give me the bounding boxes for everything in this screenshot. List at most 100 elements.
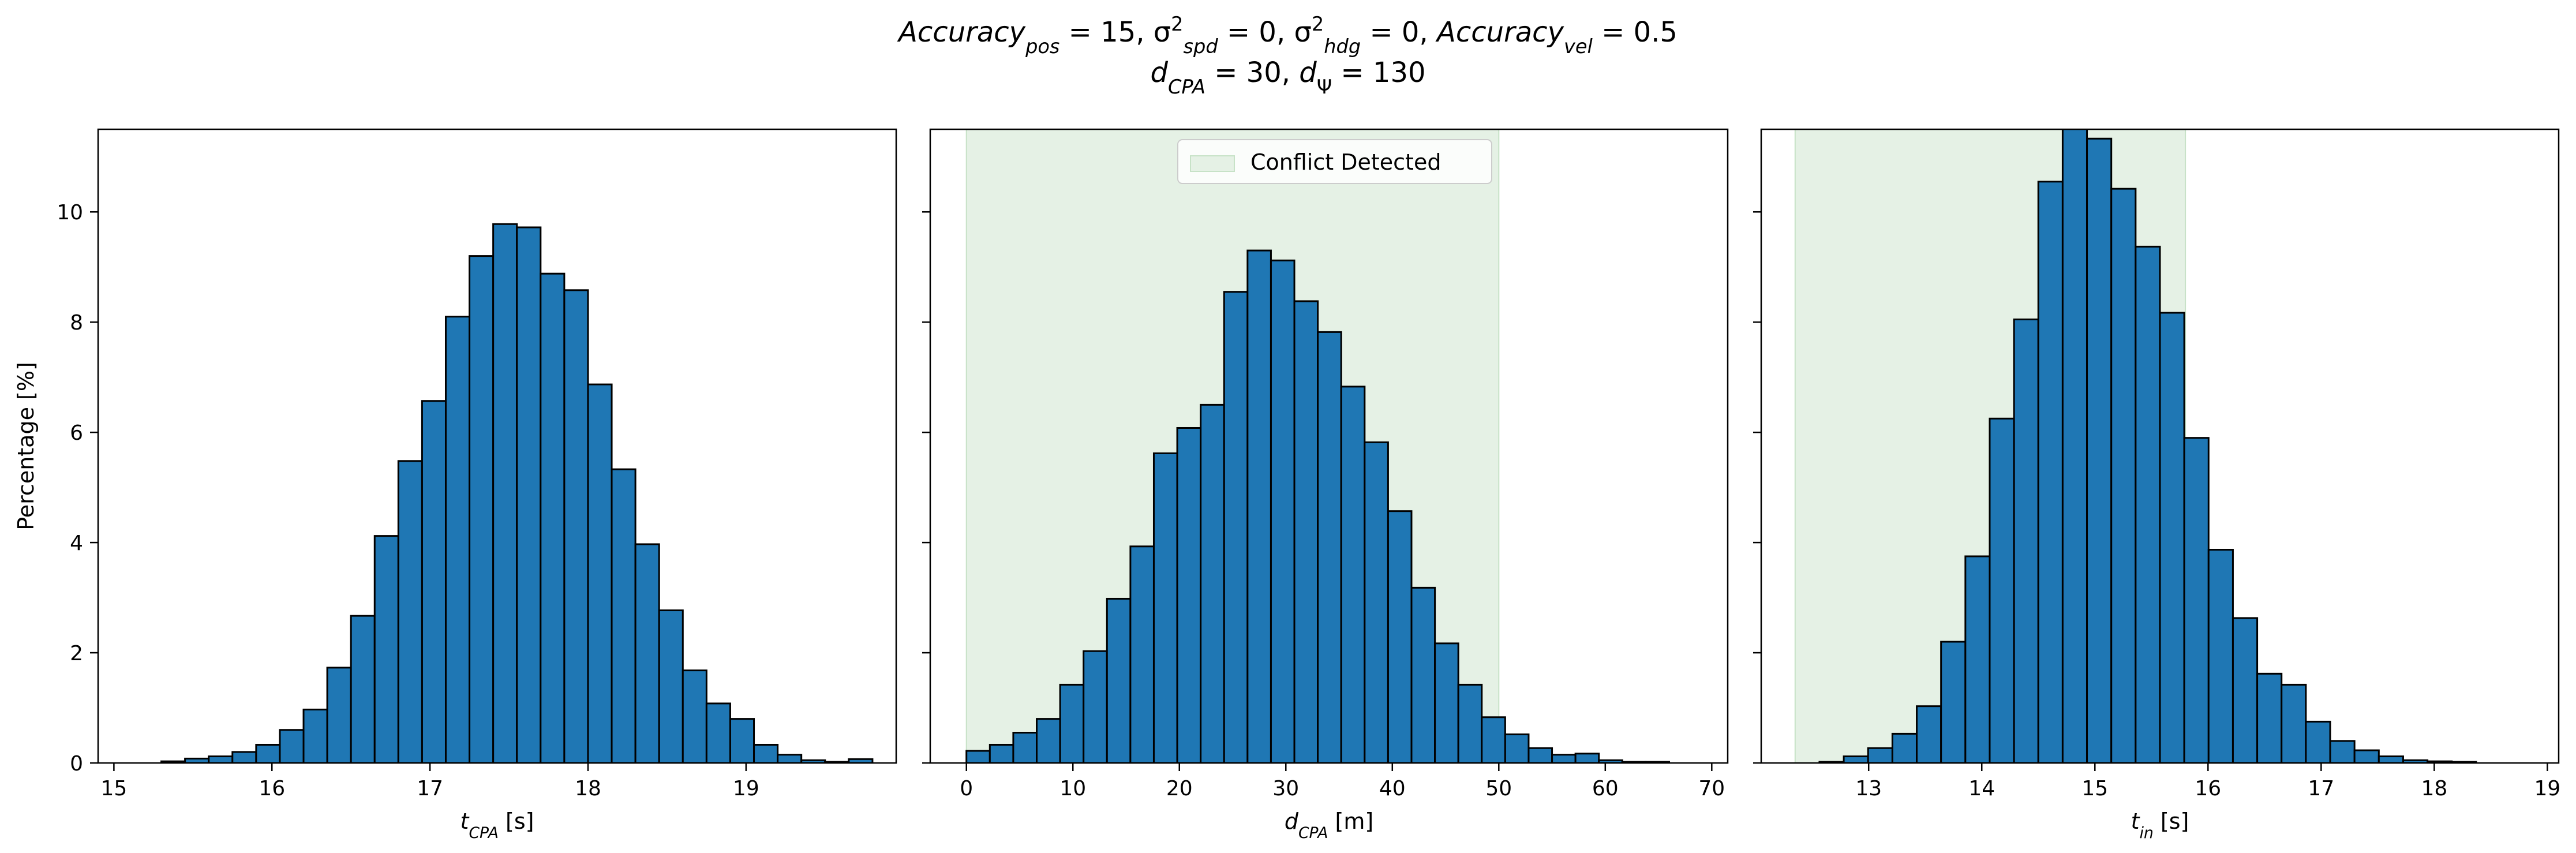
plot-area	[160, 223, 874, 763]
histogram-bar	[965, 750, 991, 763]
histogram-bar	[2183, 437, 2210, 763]
histogram-bar	[2305, 720, 2331, 763]
histogram-bar	[1527, 747, 1553, 763]
histogram-bar	[1036, 718, 1061, 763]
figure-title-line1: Accuracypos = 15, σ2spd = 0, σ2hdg = 0, …	[897, 13, 1678, 58]
x-tick-label: 14	[1968, 777, 1995, 800]
x-tick-label: 0	[960, 777, 973, 800]
histogram-bar	[1200, 403, 1225, 763]
x-tick-label: 15	[2081, 777, 2108, 800]
histogram-bar	[2159, 312, 2185, 763]
figure-title-line2: dCPA = 30, dΨ = 130	[1150, 57, 1425, 98]
histogram-bar	[587, 383, 613, 763]
panel-t-in-histogram: 13 14 15 16 17 18 19 tin [s]	[1753, 128, 2560, 842]
histogram-bar	[2037, 181, 2064, 763]
x-tick-label: 18	[2421, 777, 2447, 800]
histogram-bar	[634, 543, 660, 763]
x-axis-label: dCPA [m]	[1285, 809, 1373, 842]
histogram-bar	[2135, 245, 2161, 763]
histogram-bar	[1551, 754, 1577, 763]
histogram-bar	[2353, 749, 2380, 763]
histogram-bar	[611, 468, 636, 763]
histogram-bar	[231, 751, 257, 763]
histogram-bar	[777, 754, 803, 763]
histogram-bar	[1434, 642, 1459, 763]
plot-area	[965, 129, 1671, 763]
histogram-bar	[302, 708, 328, 763]
histogram-bar	[1867, 747, 1893, 763]
histogram-bar	[1481, 716, 1506, 763]
axes-frame	[97, 128, 897, 764]
histogram-bar	[540, 272, 566, 763]
histogram-bar	[705, 702, 731, 763]
x-tick-label: 17	[417, 777, 443, 800]
histogram-bar	[373, 535, 399, 763]
x-tick-label: 50	[1485, 777, 1512, 800]
histogram-bar	[2377, 755, 2404, 763]
x-tick-label: 70	[1698, 777, 1725, 800]
histogram-bar	[2086, 137, 2113, 763]
x-tick-label: 15	[100, 777, 127, 800]
x-tick-label: 17	[2308, 777, 2334, 800]
histogram-bar	[563, 289, 589, 763]
histogram-bar	[1916, 705, 1942, 763]
histogram-bar	[1293, 300, 1319, 763]
histogram-bar	[1364, 441, 1389, 763]
histogram-bar	[2207, 548, 2234, 763]
y-tick-label: 0	[70, 752, 83, 776]
legend-box	[1177, 139, 1492, 184]
histogram-bar	[1387, 510, 1413, 763]
x-tick-label: 10	[1059, 777, 1086, 800]
histogram-bar	[1129, 545, 1155, 763]
histogram-bar	[1083, 650, 1108, 763]
histogram-bar	[1106, 597, 1132, 763]
y-axis-label: Percentage [%]	[13, 362, 39, 530]
histogram-bar	[492, 223, 518, 763]
histogram-bar	[1176, 426, 1202, 763]
histogram-bar	[397, 460, 423, 763]
y-tick-label: 10	[57, 201, 83, 225]
panel-d-cpa-histogram: 0 10 20 30 40 50 60 70 dCPA [m] Conflict Detected	[922, 128, 1729, 842]
y-tick-label: 2	[70, 642, 83, 665]
legend-label: Conflict Detected	[1250, 149, 1441, 175]
x-axis-label: tin [s]	[2131, 809, 2189, 842]
histogram-bar	[2231, 617, 2259, 763]
x-axis-label: tCPA [s]	[460, 809, 534, 842]
histogram-bar	[326, 667, 352, 763]
histogram-bar	[1059, 683, 1085, 763]
histogram-bar	[1012, 731, 1038, 763]
histogram-bar	[1340, 386, 1366, 763]
histogram-bar	[421, 400, 447, 763]
histogram-bar	[1574, 753, 1600, 763]
histogram-bar	[1964, 555, 1991, 763]
histogram-bar	[2061, 129, 2088, 763]
histogram-bar	[2256, 672, 2283, 763]
x-tick-label: 20	[1166, 777, 1193, 800]
x-tick-label: 18	[575, 777, 601, 800]
histogram-bar	[658, 609, 684, 763]
axes-frame	[1760, 128, 2560, 764]
histogram-bar	[2110, 188, 2137, 763]
panel-t-cpa-histogram: 15 16 17 18 19 0 2 4 6 8 10 tCPA [s] Percentage [%]	[13, 128, 897, 842]
histogram-bar	[1317, 331, 1342, 763]
plot-area	[1794, 129, 2477, 763]
x-tick-label: 60	[1592, 777, 1619, 800]
axes-frame	[929, 128, 1729, 764]
histogram-bar	[350, 615, 376, 763]
histogram-bar	[1457, 683, 1483, 763]
histogram-bar	[516, 226, 542, 763]
histogram-bar	[682, 669, 707, 763]
histogram-bar	[1940, 641, 1967, 763]
legend: Conflict Detected	[1177, 139, 1492, 184]
histogram-bar	[208, 755, 234, 763]
histogram-bar	[2329, 740, 2356, 763]
histogram-bar	[469, 255, 495, 763]
x-tick-label: 16	[259, 777, 285, 800]
histogram-bar	[1989, 417, 2015, 763]
histogram-bar	[2281, 683, 2307, 763]
x-tick-label: 19	[2534, 777, 2560, 800]
y-tick-label: 6	[70, 421, 83, 445]
histogram-bar	[1152, 452, 1178, 763]
histogram-bar	[444, 316, 471, 763]
